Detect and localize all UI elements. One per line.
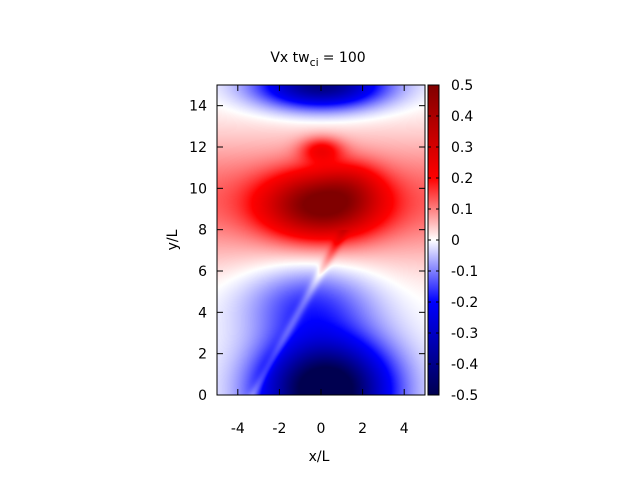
y-axis: 0 2 4 6 8 10 12 14 bbox=[189, 99, 425, 404]
colorbar-tick-label: -0.3 bbox=[451, 326, 478, 342]
x-tick-label: 4 bbox=[400, 421, 409, 437]
colorbar-tick-label: 0.4 bbox=[451, 109, 473, 125]
colorbar-tick-label: 0.3 bbox=[451, 140, 473, 156]
x-axis-label: x/L bbox=[309, 449, 330, 465]
colorbar-tick-label: -0.1 bbox=[451, 264, 478, 280]
plot-area bbox=[216, 84, 426, 396]
title-main: Vx tw bbox=[270, 50, 309, 66]
x-tick-label: 0 bbox=[317, 421, 326, 437]
y-axis-label: y/L bbox=[165, 229, 181, 250]
y-tick-label: 8 bbox=[198, 223, 207, 239]
heatmap-image bbox=[217, 85, 425, 395]
y-tick-label: 0 bbox=[198, 388, 207, 404]
x-tick-label: 2 bbox=[358, 421, 367, 437]
colorbar: 0.5 0.4 0.3 0.2 0.1 0 -0.1 -0.2 -0.3 -0.4 -0.5 bbox=[427, 78, 478, 404]
y-tick-label: 10 bbox=[189, 181, 207, 197]
title-value: = 100 bbox=[323, 50, 366, 66]
colorbar-ticks: 0.5 0.4 0.3 0.2 0.1 0 -0.1 -0.2 -0.3 -0.4 -0.5 bbox=[428, 78, 478, 404]
colorbar-tick-label: -0.2 bbox=[451, 295, 478, 311]
y-tick-label: 6 bbox=[198, 264, 207, 280]
colorbar-tick-label: 0 bbox=[451, 233, 460, 249]
title-subscript: ci bbox=[310, 56, 319, 69]
colorbar-tick-label: -0.4 bbox=[451, 357, 478, 373]
x-axis: -4 -2 0 2 4 bbox=[231, 85, 409, 437]
colorbar-tick-label: 0.1 bbox=[451, 202, 473, 218]
chart-title: Vx twci = 100 bbox=[270, 50, 365, 69]
x-tick-label: -2 bbox=[272, 421, 286, 437]
colorbar-tick-label: 0.2 bbox=[451, 171, 473, 187]
colorbar-tick-label: -0.5 bbox=[451, 388, 478, 404]
colorbar-tick-label: 0.5 bbox=[451, 78, 473, 94]
x-tick-label: -4 bbox=[231, 421, 245, 437]
y-tick-label: 12 bbox=[189, 140, 207, 156]
y-tick-label: 14 bbox=[189, 99, 207, 115]
y-tick-label: 2 bbox=[198, 347, 207, 363]
y-tick-label: 4 bbox=[198, 305, 207, 321]
